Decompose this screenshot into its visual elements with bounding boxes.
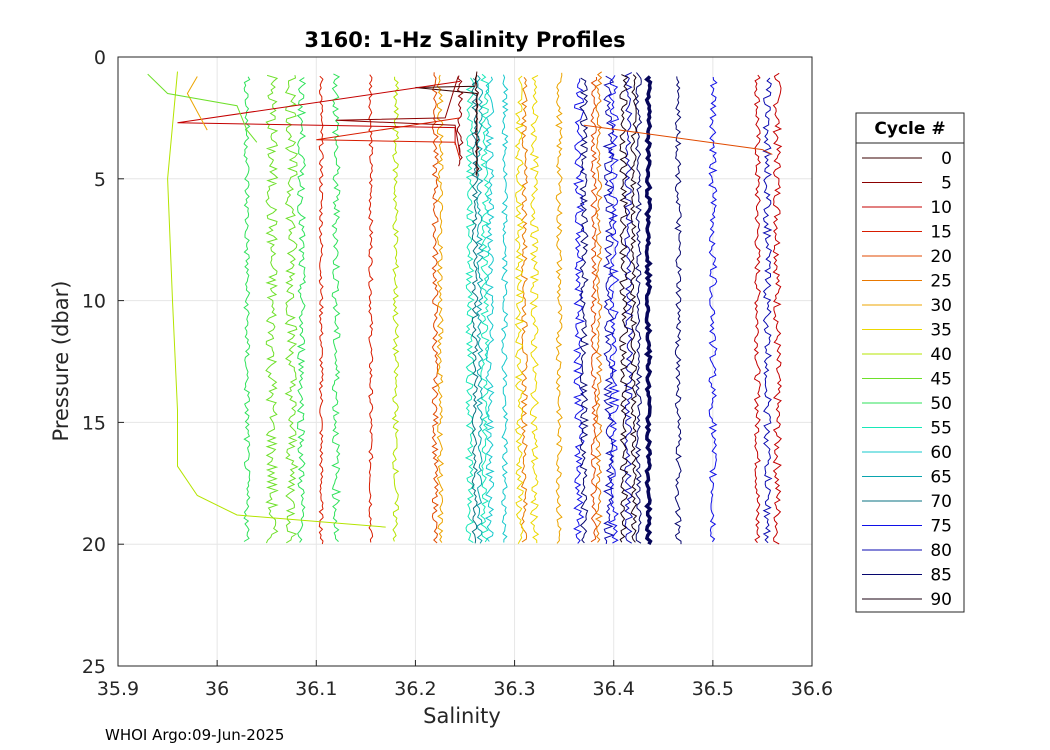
profile-line-cycle-35 [529,74,540,544]
plot-frame [117,56,813,667]
y-tick-label: 15 [82,412,106,434]
legend-label-20: 20 [930,247,952,267]
legend-label-85: 85 [930,566,952,586]
x-tick-label: 36 [205,678,229,700]
profile-line-cycle-40 [391,76,400,542]
profile-lines [147,71,783,546]
x-tick-label: 36.4 [593,678,635,700]
x-tick-label: 36.3 [493,678,535,700]
profile-excursion-cycle-5 [336,76,461,155]
x-axis: 35.9 36 36.1 36.2 36.3 36.4 36.5 36.6 [97,660,833,700]
profile-line-cycle-20 [431,72,440,544]
profile-line-cycle-60 [500,74,509,543]
legend-title: Cycle # [874,119,945,139]
x-tick-label: 35.9 [97,678,139,700]
profile-line-cycle-15 [318,75,324,545]
profile-line-cycle-55 [480,73,490,543]
profile-line-cycle-50 [296,77,307,543]
profile-line-cycle-10 [753,74,761,544]
chart-title: 3160: 1-Hz Salinity Profiles [304,28,625,52]
y-tick-label: 20 [82,534,106,556]
y-axis-title: Pressure (dbar) [49,281,73,442]
profile-line-cycle-30 [436,74,445,543]
profile-line-cycle-85 [634,72,643,544]
legend-items: 0 5 10 15 20 25 30 35 40 45 50 55 60 65 70 75 80 85 90 [862,149,952,610]
profile-line-cycle-30 [555,72,563,544]
profile-line-cycle-65 [475,75,484,544]
profile-line-cycle-15 [368,74,374,543]
profile-line-cycle-20 [590,76,598,543]
profile-line-cycle-85 [674,76,682,545]
profile-excursion-cycle-30 [186,76,208,131]
profile-line-cycle-55 [464,77,476,544]
legend-label-60: 60 [930,443,952,463]
profile-line-cycle-80 [762,77,773,544]
legend-box [855,112,965,613]
x-tick-label: 36.2 [394,678,436,700]
legend-label-0: 0 [941,149,952,169]
y-tick-label: 10 [82,291,106,313]
profile-line-cycle-60 [484,76,495,542]
legend-label-40: 40 [930,345,952,365]
grid-lines [118,57,812,666]
legend: Cycle # 0 5 10 15 20 25 30 35 40 45 50 55 60 65 70 75 80… [855,112,965,613]
profile-line-cycle-70 [471,78,479,544]
profile-line-cycle-35 [514,75,525,544]
legend-label-30: 30 [930,296,952,316]
profile-line-cycle-80 [623,72,634,544]
profile-line-cycle-25 [594,71,603,543]
profile-excursion-cycle-45 [147,73,258,143]
legend-label-25: 25 [930,272,952,292]
profile-line-cycle-45 [265,74,279,544]
profile-line-cycle-25 [520,76,529,543]
profile-line-cycle-50 [331,73,342,542]
profile-line-cycle-75 [573,78,586,544]
profile-line-cycle-10 [772,72,783,545]
profile-excursion-cycle-15 [316,117,461,160]
profile-line-cycle-90 [643,75,653,546]
profile-line-cycle-45 [284,74,299,544]
legend-label-50: 50 [930,394,952,414]
plot-area [118,57,812,666]
y-tick-label: 0 [94,47,106,69]
profile-line-cycle-85 [579,77,590,544]
legend-label-15: 15 [930,223,952,243]
x-tick-label: 36.6 [791,678,833,700]
legend-label-35: 35 [930,321,952,341]
profile-excursion-cycle-40 [167,71,386,528]
profile-line-cycle-90 [629,74,638,543]
legend-label-55: 55 [930,419,952,439]
y-tick-label: 25 [82,656,106,678]
profile-line-cycle-75 [607,75,621,544]
profile-line-cycle-90 [618,74,629,543]
legend-label-70: 70 [930,492,952,512]
profile-line-cycle-75 [708,76,718,543]
legend-label-75: 75 [930,517,952,537]
legend-label-5: 5 [941,174,952,194]
legend-label-80: 80 [930,541,952,561]
footer-stamp: WHOI Argo:09-Jun-2025 [105,726,284,744]
y-tick-label: 5 [94,169,106,191]
x-tick-label: 36.5 [692,678,734,700]
profile-excursion-cycle-10 [177,80,461,145]
legend-label-90: 90 [930,590,952,610]
profile-excursion-cycle-20 [583,124,773,155]
legend-label-10: 10 [930,198,952,218]
x-tick-label: 36.1 [295,678,337,700]
profile-line-cycle-50 [243,76,251,542]
legend-label-65: 65 [930,468,952,488]
legend-label-45: 45 [930,370,952,390]
x-axis-title: Salinity [423,704,501,728]
profile-line-cycle-80 [602,75,615,544]
y-axis: 0 5 10 15 20 25 [82,47,124,678]
